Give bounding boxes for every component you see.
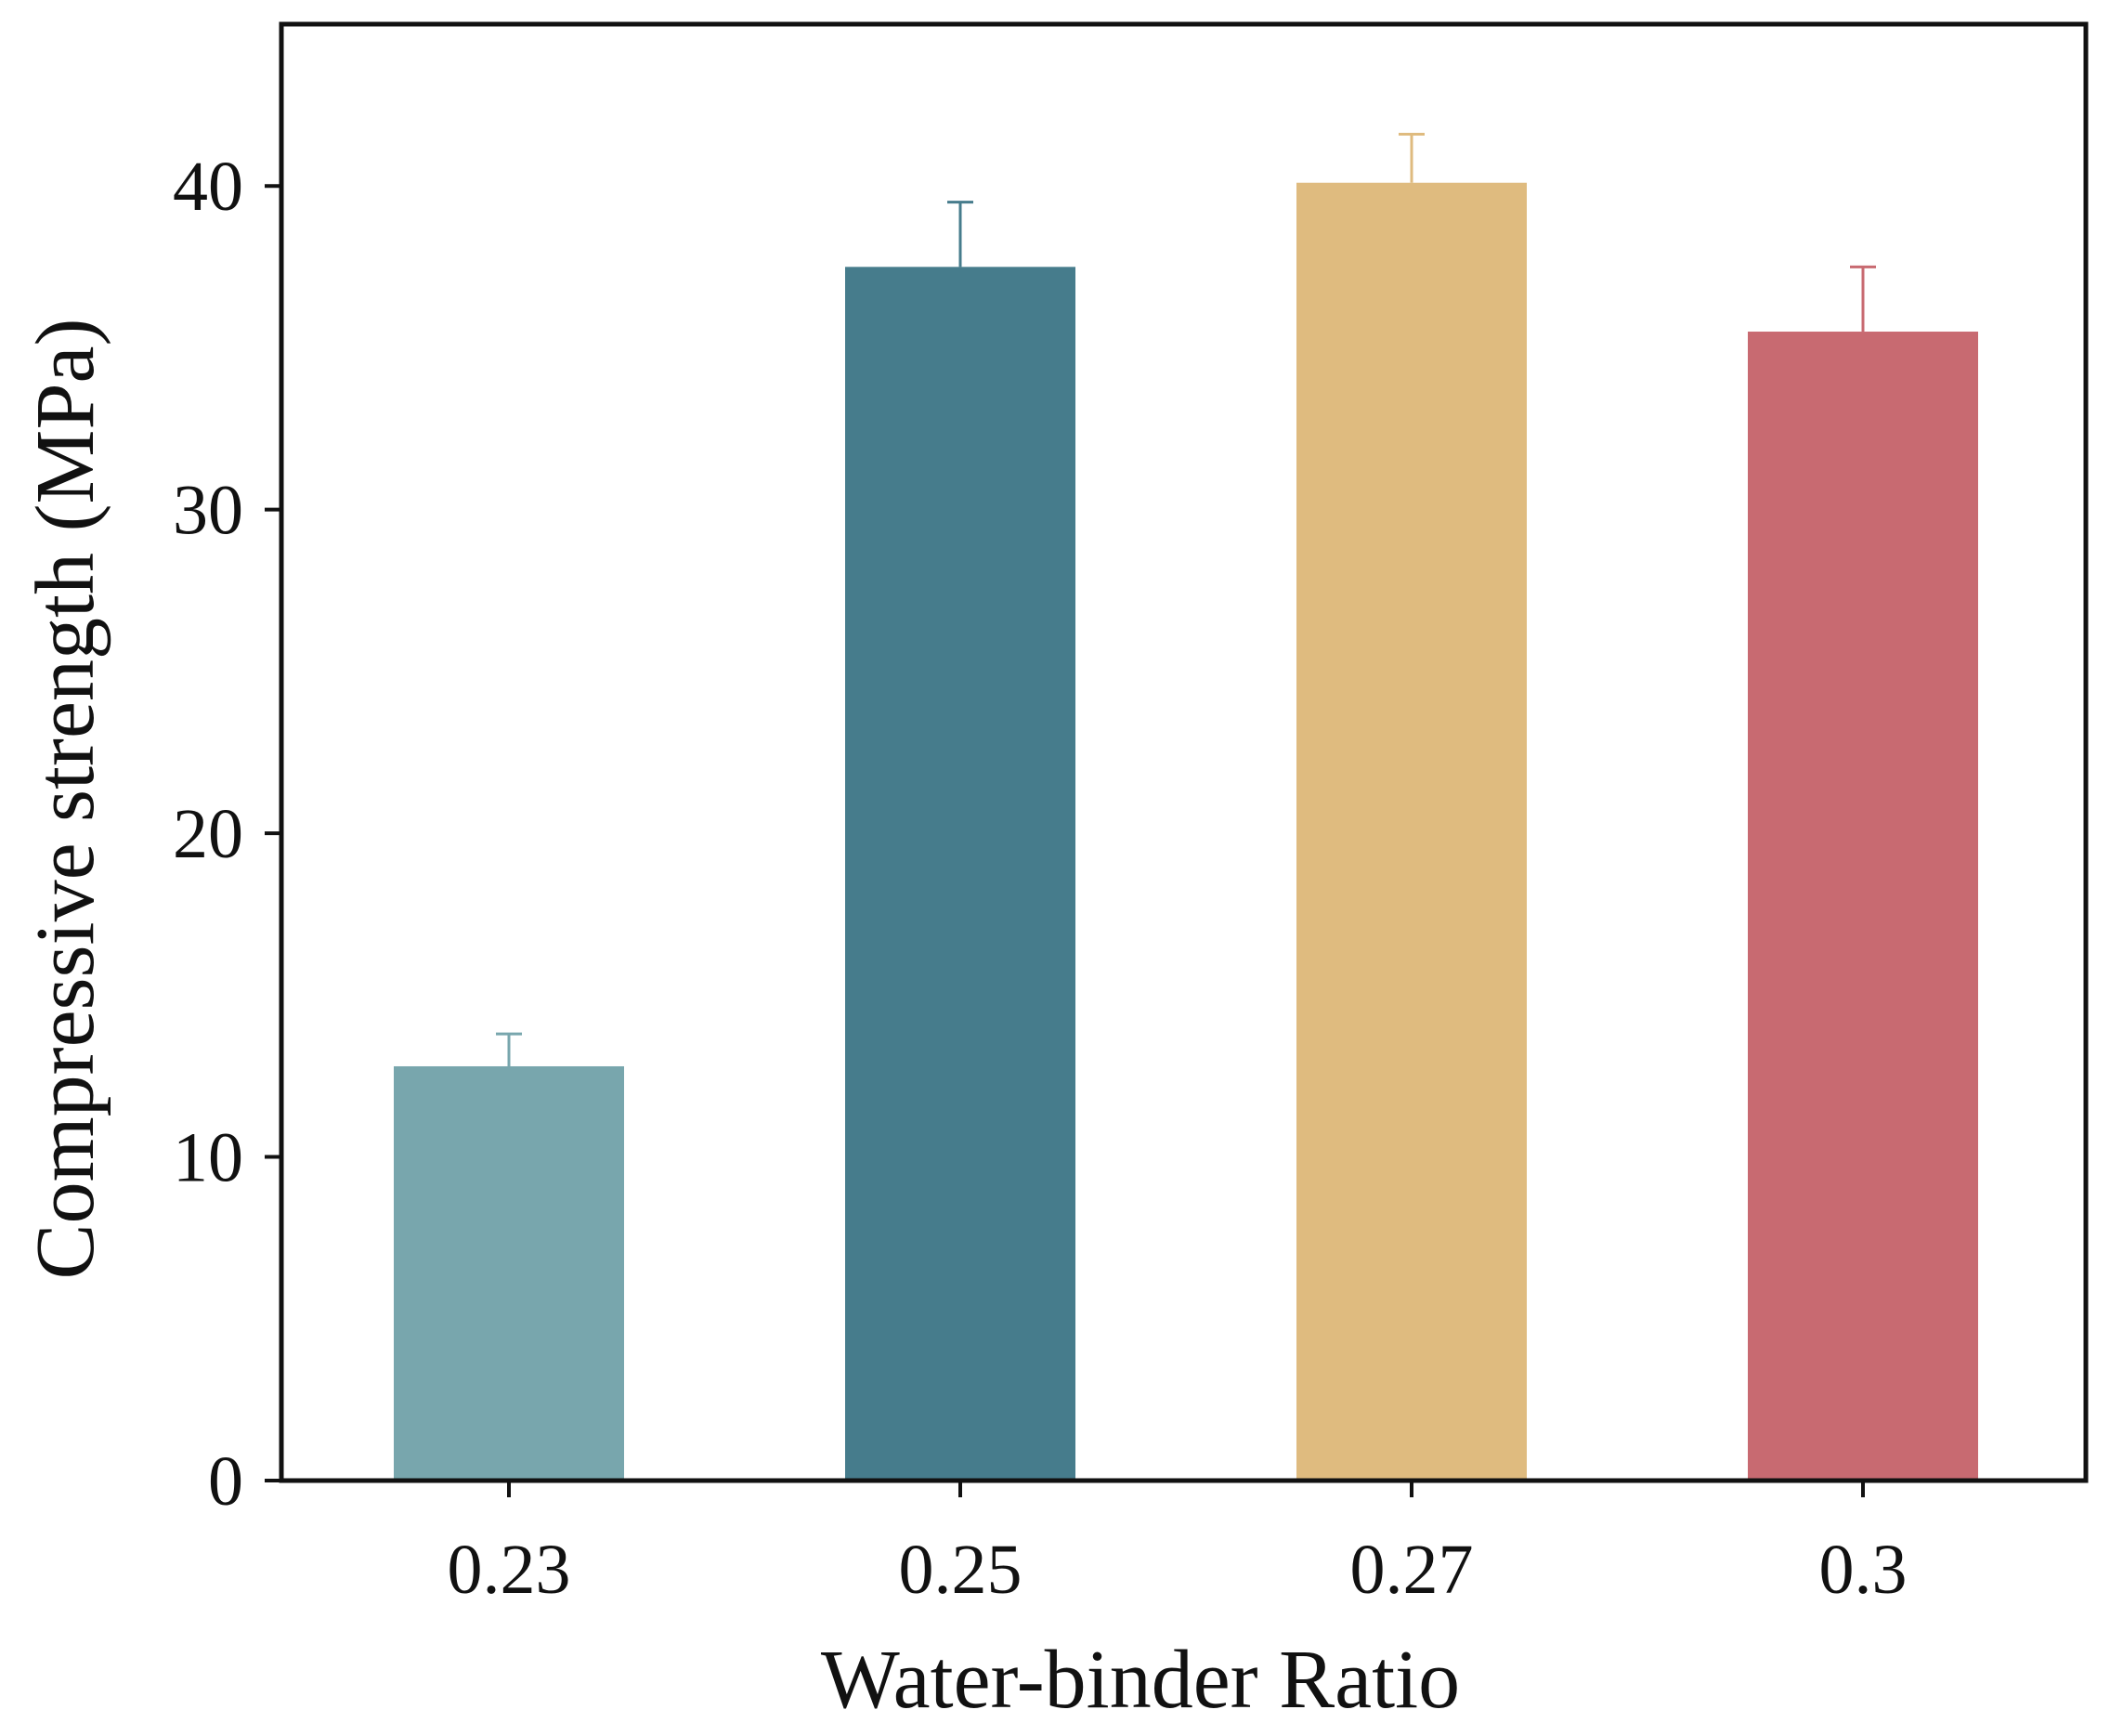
x-tick-label-0.23: 0.23 [448, 1531, 571, 1609]
y-tick-label-10: 10 [173, 1119, 243, 1197]
plot-frame [279, 21, 2089, 1483]
x-tick-label-0.27: 0.27 [1350, 1531, 1474, 1609]
y-axis-ticks: 0 10 20 30 40 [173, 148, 281, 1521]
bar-0.23 [394, 1065, 624, 1481]
y-tick-label-20: 20 [173, 795, 243, 873]
error-bars-layer [496, 132, 1876, 1066]
y-axis-title: Compressive strength (MPa) [20, 319, 111, 1280]
y-tick-label-30: 30 [173, 472, 243, 550]
x-tick-label-0.3: 0.3 [1819, 1531, 1908, 1609]
bars-layer [394, 182, 1978, 1481]
y-tick-label-0: 0 [208, 1442, 243, 1521]
x-axis-ticks: 0.23 0.25 0.27 0.3 [448, 1481, 1908, 1609]
bar-0.3 [1748, 332, 1978, 1481]
x-tick-label-0.25: 0.25 [899, 1531, 1022, 1609]
x-axis-title: Water-binder Ratio [821, 1634, 1460, 1726]
bar-0.27 [1296, 182, 1527, 1481]
bar-0.25 [845, 267, 1075, 1481]
y-tick-label-40: 40 [173, 148, 243, 226]
